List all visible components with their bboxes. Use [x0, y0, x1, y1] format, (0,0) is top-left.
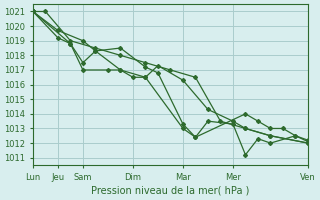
X-axis label: Pression niveau de la mer( hPa ): Pression niveau de la mer( hPa ) — [91, 186, 250, 196]
